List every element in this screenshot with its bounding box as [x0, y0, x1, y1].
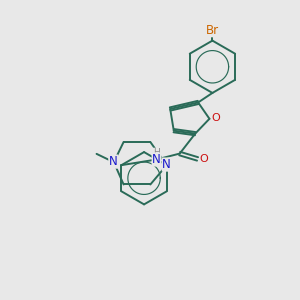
Text: N: N [162, 158, 171, 171]
Text: H: H [153, 148, 160, 157]
Text: O: O [200, 154, 208, 164]
Text: Br: Br [206, 24, 219, 37]
Text: O: O [212, 113, 220, 123]
Text: N: N [152, 153, 161, 166]
Text: N: N [109, 155, 118, 168]
